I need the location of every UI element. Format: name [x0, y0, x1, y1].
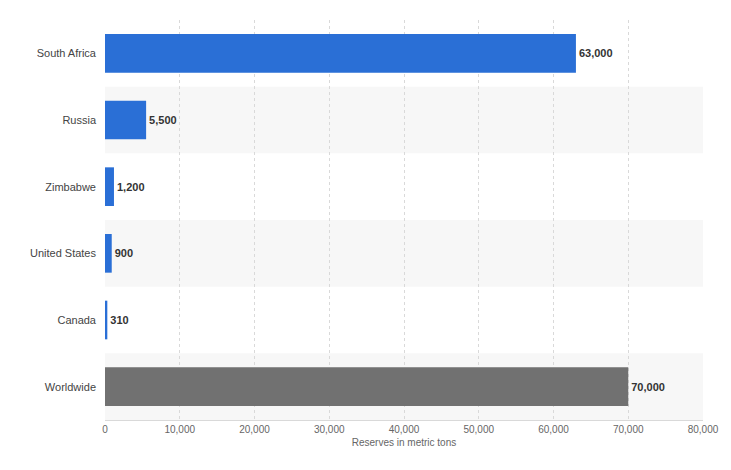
- svg-text:20,000: 20,000: [239, 424, 270, 435]
- svg-text:900: 900: [115, 247, 133, 259]
- svg-text:Worldwide: Worldwide: [45, 381, 96, 393]
- svg-text:70,000: 70,000: [631, 381, 665, 393]
- svg-text:South Africa: South Africa: [37, 47, 97, 59]
- svg-text:Reserves in metric tons: Reserves in metric tons: [352, 437, 456, 448]
- svg-text:Russia: Russia: [62, 114, 97, 126]
- svg-text:United States: United States: [30, 247, 97, 259]
- svg-text:70,000: 70,000: [613, 424, 644, 435]
- svg-text:Zimbabwe: Zimbabwe: [45, 181, 96, 193]
- svg-text:40,000: 40,000: [389, 424, 420, 435]
- svg-text:0: 0: [102, 424, 108, 435]
- svg-text:Canada: Canada: [57, 314, 96, 326]
- svg-text:60,000: 60,000: [538, 424, 569, 435]
- svg-text:50,000: 50,000: [463, 424, 494, 435]
- svg-text:1,200: 1,200: [117, 181, 145, 193]
- svg-text:30,000: 30,000: [314, 424, 345, 435]
- svg-text:5,500: 5,500: [149, 114, 177, 126]
- svg-text:10,000: 10,000: [164, 424, 195, 435]
- svg-text:80,000: 80,000: [688, 424, 719, 435]
- svg-text:63,000: 63,000: [579, 47, 613, 59]
- svg-text:310: 310: [110, 314, 128, 326]
